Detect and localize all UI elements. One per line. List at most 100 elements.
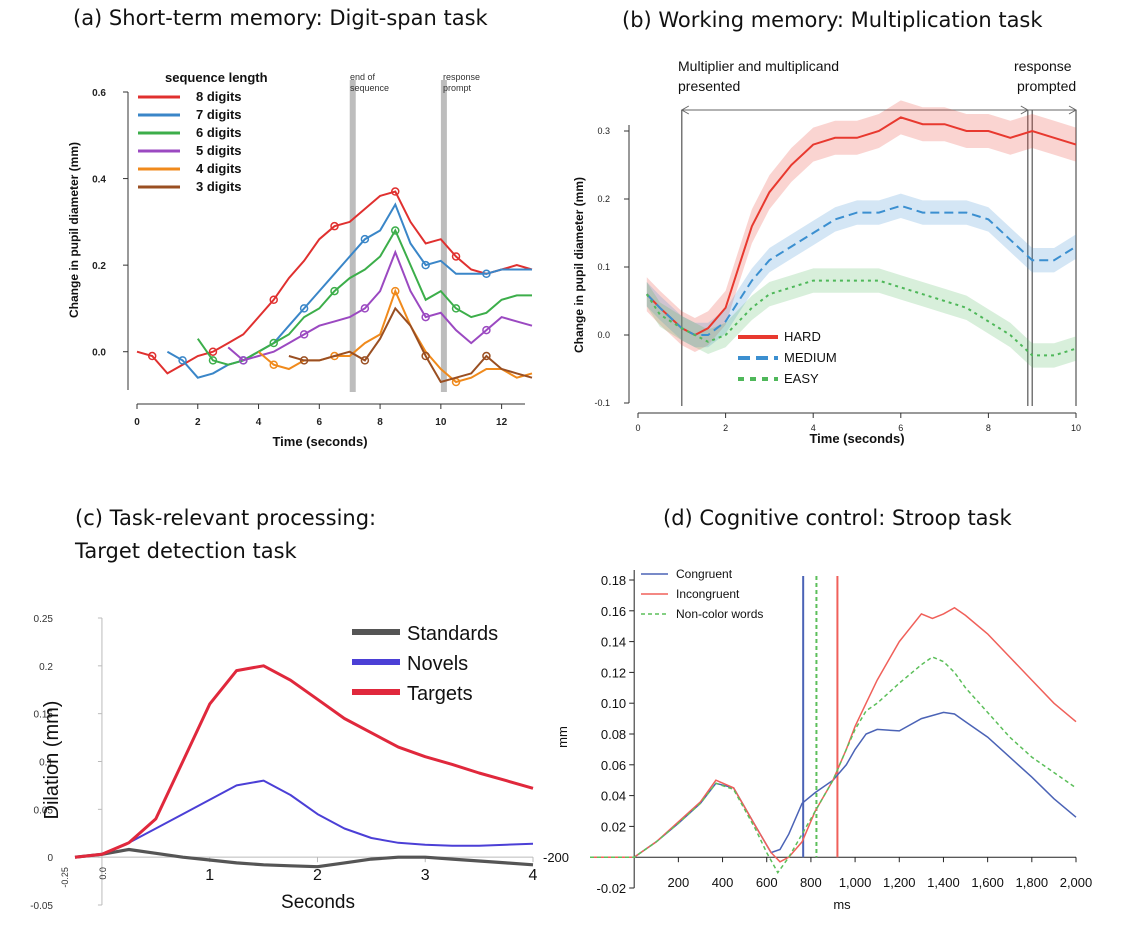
panel-a-annotation: response [443,72,480,82]
panel-a-series-marker [391,187,400,196]
panel-b-annotation: Multiplier and multiplicand [678,58,839,74]
panel-d-y-tick-label: 0.10 [601,696,626,711]
panel-c-x-tick-label: 4 [529,867,538,884]
panel-b-x-tick-label: 2 [723,423,728,433]
panel-c-y-tick-label: -0.05 [30,901,53,912]
panel-c-y-tick-label: 0 [47,853,53,864]
panel-d-x-tick-label: 1,600 [971,875,1004,890]
panel-a-series-marker [299,330,309,339]
panel-d-x-tick-label: -200 [543,850,569,865]
panel-a-chart: 0 2 4 6 8 10 12 0.0 0.2 0.4 0.6 Time (seconds) Chang… [67,70,533,449]
panel-b-x-tick-label: 8 [986,423,991,433]
panel-b-arrow-head [680,105,690,115]
panel-a-y-label: Change in pupil diameter (mm) [67,142,81,318]
panel-c-y-tick-label: 0.05 [34,805,54,816]
panel-d-x-tick-label: 1,200 [883,875,916,890]
panel-a-y-tick-label: 0.2 [92,261,106,272]
panel-b-y-tick-label: -0.1 [594,398,610,408]
panel-a-series-marker [178,356,187,365]
panel-d-title: (d) Cognitive control: Stroop task [663,506,1012,530]
panel-b-y-label: Change in pupil diameter (mm) [572,177,586,353]
panel-d-y-tick-label: 0.08 [601,727,626,742]
panel-c-series-line [74,664,534,859]
panel-a-series-marker [360,356,370,365]
panel-c-legend-label: Targets [407,683,473,705]
panel-b-series-line [646,204,1077,336]
panel-b-legend-label: MEDIUM [784,350,837,365]
panel-b-title: (b) Working memory: Multiplication task [622,8,1043,32]
panel-a-series-marker [239,356,248,365]
panel-d-series-line [590,656,1077,875]
panel-a-series-marker [299,356,309,365]
panel-a-series-marker [421,260,430,270]
panel-a-series-line [196,228,532,366]
panel-d-x-tick-label: 1,800 [1016,875,1049,890]
panel-b-chart: 0 2 4 6 8 10 -0.1 0.0 0.1 0.2 0.3 Time (seconds) Cha… [572,58,1081,446]
panel-a-series-line [288,306,533,384]
panel-a-annotation: sequence [350,83,389,93]
panel-c-y-tick-label: 0.25 [34,614,54,625]
panel-c-y-tick-label: 0.15 [34,710,54,721]
panel-b-x-tick-label: 10 [1071,423,1081,433]
panel-c-title-line2: Target detection task [75,539,297,563]
panel-a-legend-label: 3 digits [196,179,242,194]
panel-a-series-marker [269,338,278,348]
panel-a-series-marker [482,351,491,361]
panel-b-annotation: presented [678,78,740,94]
panel-d-x-tick-label: 800 [800,875,822,890]
panel-a-series-marker [330,286,339,296]
panel-a-legend-label: 8 digits [196,89,242,104]
panel-a-x-tick-label: 8 [377,417,383,428]
panel-a-series-marker [451,304,461,313]
panel-a-annotation: end of [350,72,376,82]
panel-c-x-tick-label: 1 [205,867,214,884]
panel-b-x-label: Time (seconds) [809,431,904,446]
panel-b-series-band [646,100,1076,353]
panel-c-y-tick-label: 0.1 [39,758,53,769]
panel-c-x-tick-label: 0.0 [98,867,108,880]
panel-d-y-tick-label: 0.04 [601,789,626,804]
panel-a-series-marker [482,325,491,335]
panel-c-series-line [74,847,534,869]
panel-a-x-tick-label: 10 [435,417,447,428]
panel-c-x-tick-label: -0.25 [60,867,70,888]
panel-a-series-line [227,249,533,362]
panel-b-legend-label: HARD [784,329,821,344]
panel-a-legend-label: 4 digits [196,161,242,176]
panel-d-x-tick-label: 1,400 [927,875,960,890]
panel-a-series-marker [360,304,370,313]
panel-a-series-marker [451,252,461,261]
panel-a-series-marker [208,356,218,365]
panel-a-y-tick-label: 0.4 [92,175,106,186]
panel-d-y-tick-label: 0.06 [601,758,626,773]
panel-b-annotation: response [1014,58,1072,74]
panel-b-series-line [646,116,1077,337]
panel-a-series-marker [421,351,430,361]
panel-d-x-tick-label: 2,000 [1060,875,1093,890]
panel-a-x-tick-label: 0 [134,417,140,428]
panel-a-x-label: Time (seconds) [272,434,367,449]
panel-c-y-tick-label: 0.2 [39,662,53,673]
panel-a-series-marker [269,360,278,369]
panel-b-annotation: prompted [1017,78,1076,94]
panel-a-legend-label: 6 digits [196,125,242,140]
panel-d-y-tick-label: 0.12 [601,665,626,680]
panel-b-y-tick-label: 0.2 [597,194,610,204]
panel-a-series-marker [299,304,309,313]
panel-a-series-marker [421,312,430,322]
panel-c-x-tick-label: 3 [421,867,430,884]
panel-a-series-marker [391,226,400,235]
panel-b-x-tick-label: 4 [811,423,816,433]
panel-a-series-marker [482,269,491,279]
panel-c-chart: -0.05 0 0.05 0.1 0.15 0.2 0.25 1 2 3 4 -0.25 0.0 Seco… [30,614,537,913]
panel-b-arrow-head [1068,105,1078,115]
panel-a-marker-bar [440,80,447,392]
panel-d-y-tick-label: -0.02 [597,881,627,896]
panel-a-x-tick-label: 12 [496,417,508,428]
panel-a-title: (a) Short-term memory: Digit-span task [73,6,488,30]
panel-a-x-tick-label: 2 [195,417,201,428]
panel-d-y-tick-label: 0.16 [601,604,626,619]
panel-d-y-tick-label: 0.02 [601,819,626,834]
panel-a-annotation: prompt [443,83,472,93]
